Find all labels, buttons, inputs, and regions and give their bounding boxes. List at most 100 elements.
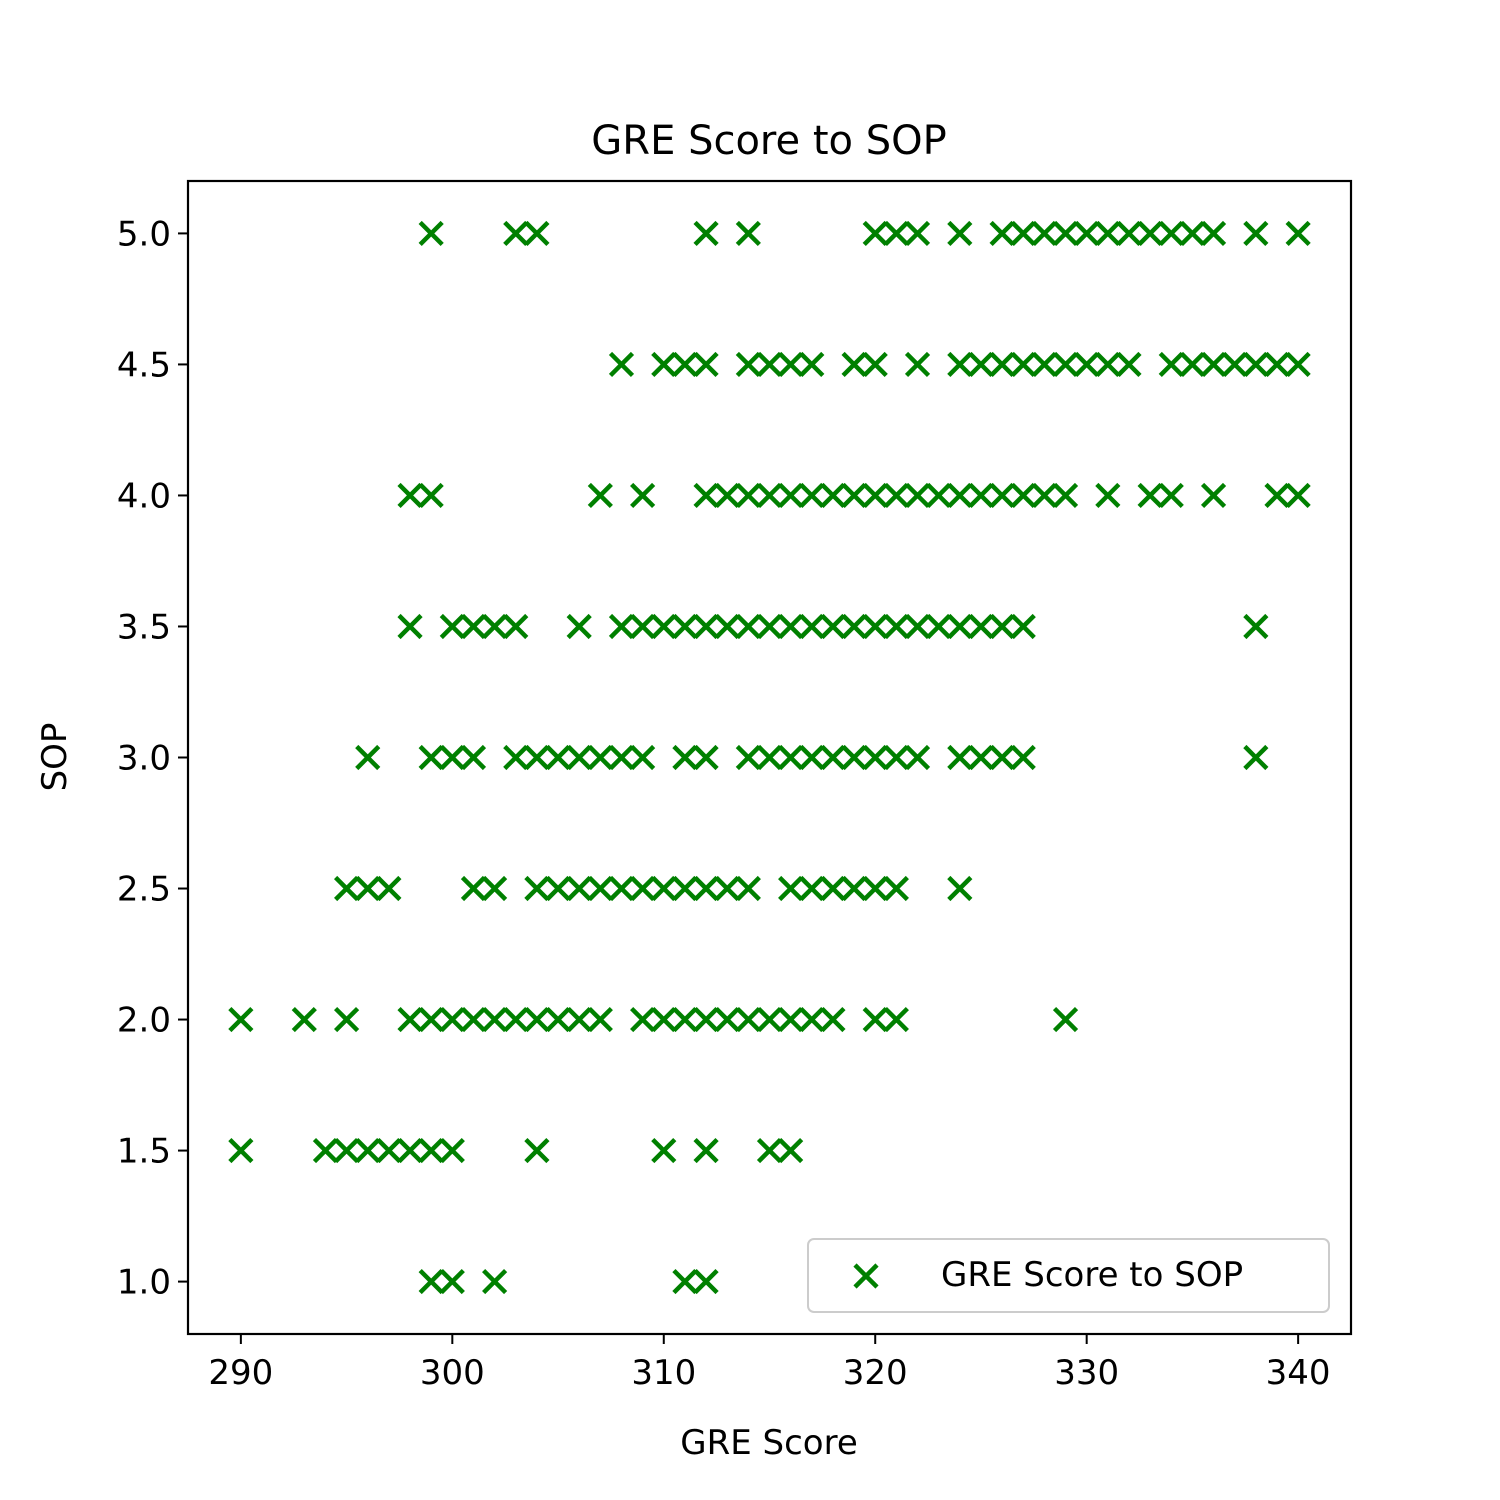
data-point xyxy=(1158,351,1184,378)
legend-label: GRE Score to SOP xyxy=(941,1255,1243,1295)
data-point xyxy=(630,744,656,771)
data-point xyxy=(1116,351,1142,378)
data-point xyxy=(714,875,740,902)
data-point xyxy=(439,1268,465,1295)
data-point xyxy=(587,482,613,509)
data-point xyxy=(778,613,804,640)
data-point xyxy=(630,613,656,640)
data-point xyxy=(841,351,867,378)
data-point xyxy=(904,744,931,771)
data-point xyxy=(1200,351,1227,378)
data-point xyxy=(651,1006,677,1033)
data-point xyxy=(693,351,719,378)
data-point xyxy=(841,744,867,771)
x-tick-label: 290 xyxy=(208,1353,273,1393)
data-point xyxy=(1010,351,1036,378)
data-point xyxy=(820,613,846,640)
data-point xyxy=(672,744,698,771)
data-point xyxy=(841,482,867,509)
data-point xyxy=(756,1137,783,1164)
data-point xyxy=(418,1006,444,1033)
data-point xyxy=(503,744,529,771)
data-point xyxy=(904,613,931,640)
plot-area xyxy=(228,220,1311,1295)
data-point xyxy=(904,482,931,509)
data-point xyxy=(989,220,1015,247)
data-point xyxy=(947,875,973,902)
y-tick-label: 5.0 xyxy=(117,214,171,254)
data-point xyxy=(630,482,656,509)
data-point xyxy=(904,220,931,247)
data-point xyxy=(1285,351,1311,378)
data-point xyxy=(883,744,909,771)
data-point xyxy=(630,875,656,902)
x-tick-label: 340 xyxy=(1266,1353,1331,1393)
x-tick-label: 310 xyxy=(631,1353,696,1393)
data-point xyxy=(545,744,571,771)
x-tick-label: 300 xyxy=(420,1353,485,1393)
data-point xyxy=(545,875,571,902)
data-point xyxy=(397,613,423,640)
data-point xyxy=(228,1137,254,1164)
data-point xyxy=(482,1006,508,1033)
data-point xyxy=(841,613,867,640)
x-tick-label: 330 xyxy=(1054,1353,1119,1393)
y-axis: 1.0 1.5 2.0 2.5 3.0 3.5 4.0 4.5 5.0 xyxy=(117,214,188,1303)
data-point xyxy=(566,875,592,902)
data-point xyxy=(1052,482,1079,509)
data-point xyxy=(799,875,825,902)
data-point xyxy=(968,613,994,640)
data-point xyxy=(693,613,719,640)
data-point xyxy=(333,875,360,902)
data-point xyxy=(460,613,487,640)
data-point xyxy=(1116,220,1142,247)
data-point xyxy=(947,482,973,509)
data-point xyxy=(989,613,1015,640)
plot-frame xyxy=(186,179,1353,1336)
data-point xyxy=(989,351,1015,378)
legend-box xyxy=(807,1238,1330,1313)
data-point xyxy=(439,1006,465,1033)
data-point xyxy=(1243,351,1269,378)
data-point xyxy=(672,875,698,902)
data-point xyxy=(460,744,487,771)
data-point xyxy=(820,875,846,902)
data-point xyxy=(418,482,444,509)
data-point xyxy=(566,744,592,771)
data-point xyxy=(799,1006,825,1033)
data-point xyxy=(693,1268,719,1295)
data-point xyxy=(397,1006,423,1033)
data-point xyxy=(418,220,444,247)
data-point xyxy=(735,744,761,771)
data-point xyxy=(672,351,698,378)
data-point xyxy=(778,744,804,771)
data-point xyxy=(862,613,888,640)
data-point xyxy=(672,1268,698,1295)
data-point xyxy=(439,1137,465,1164)
chart-title: GRE Score to SOP xyxy=(591,118,946,164)
y-tick-label: 2.0 xyxy=(117,1001,171,1041)
data-point xyxy=(799,744,825,771)
data-point xyxy=(883,613,909,640)
data-point xyxy=(587,744,613,771)
data-point xyxy=(1010,482,1036,509)
data-point xyxy=(1052,351,1079,378)
data-point xyxy=(904,351,931,378)
y-tick-label: 4.0 xyxy=(117,476,171,516)
data-point xyxy=(714,613,740,640)
data-point xyxy=(439,744,465,771)
x-tick-label: 320 xyxy=(843,1353,908,1393)
data-point xyxy=(482,875,508,902)
data-point xyxy=(608,744,635,771)
data-point xyxy=(355,744,381,771)
data-point xyxy=(439,613,465,640)
data-point xyxy=(883,875,909,902)
data-point xyxy=(355,1137,381,1164)
data-point xyxy=(735,220,761,247)
data-point xyxy=(778,1137,804,1164)
data-point xyxy=(693,875,719,902)
x-axis-label: GRE Score xyxy=(680,1423,858,1463)
data-point xyxy=(630,1006,656,1033)
data-point xyxy=(651,875,677,902)
